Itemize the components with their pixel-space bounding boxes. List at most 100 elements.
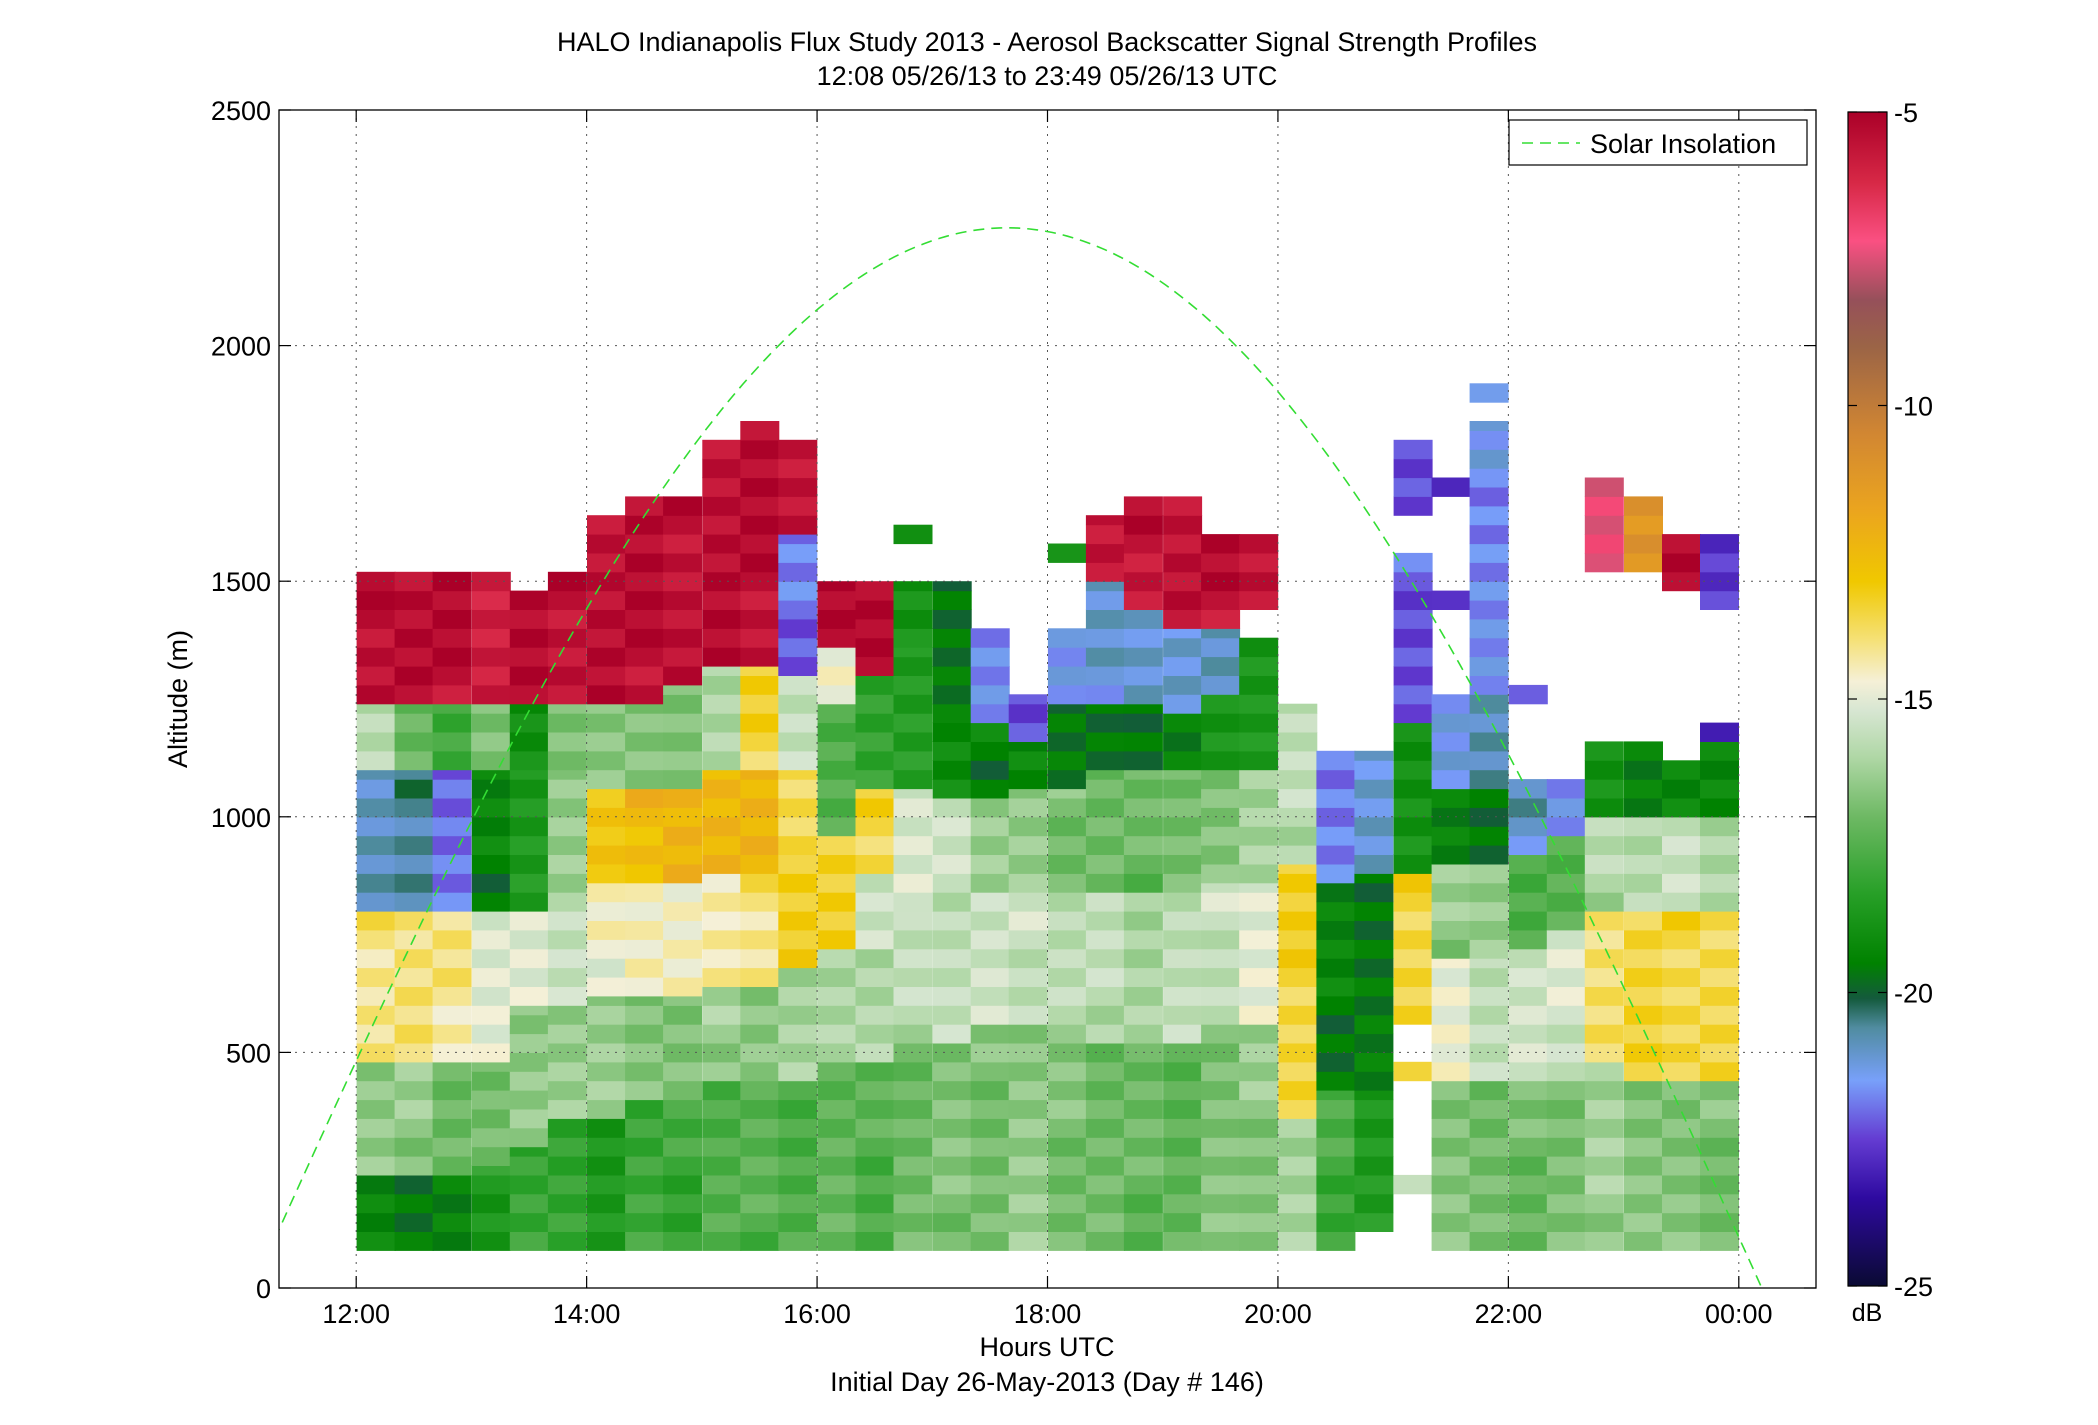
heatmap-cell xyxy=(1239,1061,1279,1082)
heatmap-cell xyxy=(356,609,396,629)
heatmap-cell xyxy=(740,590,780,610)
heatmap-cell xyxy=(740,816,780,837)
heatmap-cell xyxy=(702,873,742,893)
heatmap-cell xyxy=(1393,741,1433,761)
heatmap-cell xyxy=(1239,1024,1279,1044)
heatmap-cell xyxy=(1123,1118,1163,1138)
heatmap-cell xyxy=(1546,816,1586,837)
heatmap-cell xyxy=(1393,892,1433,912)
heatmap-cell xyxy=(1008,892,1048,912)
heatmap-cell xyxy=(778,515,818,535)
heatmap-cell xyxy=(1239,986,1279,1006)
heatmap-cell xyxy=(1469,750,1509,771)
heatmap-cell xyxy=(394,1061,434,1082)
heatmap-cell xyxy=(1239,694,1279,714)
heatmap-cell xyxy=(509,967,549,987)
heatmap-cell xyxy=(394,769,434,780)
colorbar-tick-label: -25 xyxy=(1894,1272,1933,1302)
heatmap-cell xyxy=(702,948,742,969)
heatmap-cell xyxy=(432,986,472,1006)
heatmap-cell xyxy=(356,750,396,771)
heatmap-cell xyxy=(740,421,780,441)
heatmap-cell xyxy=(1584,515,1624,535)
heatmap-cell xyxy=(432,1118,472,1138)
heatmap-cell xyxy=(1354,1090,1394,1101)
heatmap-cell xyxy=(702,892,742,912)
heatmap-cell xyxy=(394,684,434,705)
heatmap-cell xyxy=(855,732,895,752)
heatmap-cell xyxy=(1354,798,1394,818)
heatmap-cell xyxy=(1662,1005,1701,1025)
heatmap-cell xyxy=(663,552,703,573)
heatmap-cell xyxy=(855,581,895,601)
heatmap-cell xyxy=(893,1156,933,1176)
heatmap-cell xyxy=(1393,552,1433,573)
heatmap-cell xyxy=(356,967,396,987)
heatmap-cell xyxy=(394,1231,434,1251)
heatmap-cell xyxy=(1278,807,1318,827)
heatmap-cell xyxy=(893,732,933,752)
heatmap-cell xyxy=(1584,496,1624,516)
heatmap-cell xyxy=(547,1174,587,1195)
heatmap-cell xyxy=(509,929,549,950)
heatmap-cell xyxy=(1469,1061,1509,1082)
heatmap-cell xyxy=(970,1212,1010,1232)
heatmap-cell xyxy=(1431,590,1471,610)
heatmap-cell xyxy=(817,816,857,837)
heatmap-cell xyxy=(1239,1212,1279,1232)
heatmap-cell xyxy=(356,1137,396,1157)
heatmap-cell xyxy=(1008,816,1048,837)
heatmap-cell xyxy=(778,892,818,912)
heatmap-cell xyxy=(547,1061,587,1082)
heatmap-cell xyxy=(432,1212,472,1232)
heatmap-cell xyxy=(1431,1212,1471,1232)
heatmap-cell xyxy=(1201,1061,1241,1082)
heatmap-cell xyxy=(893,816,933,837)
heatmap-cell xyxy=(1508,1061,1548,1082)
heatmap-cell xyxy=(970,703,1010,724)
heatmap-cell xyxy=(1431,1080,1471,1101)
heatmap-cell xyxy=(702,496,742,516)
heatmap-cell xyxy=(547,684,587,705)
heatmap-cell xyxy=(1085,628,1125,648)
heatmap-cell xyxy=(1163,1156,1203,1176)
heatmap-cell xyxy=(547,590,587,610)
heatmap-cell xyxy=(1316,1014,1356,1035)
heatmap-cell xyxy=(1354,1156,1394,1176)
heatmap-cell xyxy=(625,750,665,771)
heatmap-cell xyxy=(1508,911,1548,931)
heatmap-cell xyxy=(587,515,626,535)
heatmap-cell xyxy=(893,1061,933,1082)
heatmap-cell xyxy=(932,779,972,799)
heatmap-cell xyxy=(1278,948,1318,969)
heatmap-cell xyxy=(471,1090,511,1110)
heatmap-cell xyxy=(1624,1174,1663,1195)
heatmap-cell xyxy=(1085,590,1125,610)
heatmap-cell xyxy=(509,1212,549,1232)
heatmap-cell xyxy=(740,798,780,818)
heatmap-cell xyxy=(702,628,742,648)
heatmap-cell xyxy=(547,713,587,733)
heatmap-cell xyxy=(432,1080,472,1101)
heatmap-cell xyxy=(547,647,587,667)
heatmap-cell xyxy=(356,1174,396,1195)
heatmap-cell xyxy=(356,1118,396,1138)
heatmap-cell xyxy=(547,1231,587,1251)
y-tick-label: 500 xyxy=(226,1038,271,1068)
heatmap-cell xyxy=(1047,647,1087,667)
heatmap-cell xyxy=(1085,609,1125,629)
heatmap-cell xyxy=(1047,1099,1087,1119)
heatmap-cell xyxy=(1469,675,1509,695)
legend-label: Solar Insolation xyxy=(1590,129,1776,159)
heatmap-cell xyxy=(1546,1043,1586,1063)
heatmap-cell xyxy=(471,948,511,969)
heatmap-cell xyxy=(1354,1137,1394,1157)
heatmap-cell xyxy=(663,609,703,629)
heatmap-cell xyxy=(1123,816,1163,837)
heatmap-cell xyxy=(1163,534,1203,554)
heatmap-cell xyxy=(1008,1099,1048,1119)
y-axis-ticks: 0 500 1000 1500 2000 2500 xyxy=(211,96,1816,1304)
heatmap-cell xyxy=(1278,863,1318,874)
heatmap-cell xyxy=(1047,1212,1087,1232)
